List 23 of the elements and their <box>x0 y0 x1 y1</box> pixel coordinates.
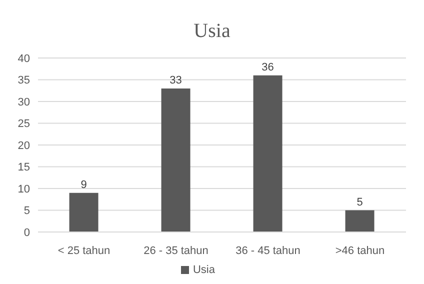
y-tick-label: 5 <box>24 205 30 218</box>
y-tick-label: 40 <box>18 52 30 65</box>
y-tick-label: 35 <box>18 74 30 87</box>
y-tick-label: 15 <box>18 162 30 174</box>
x-tick-label: 26 - 35 tahun <box>144 244 208 257</box>
data-label: 33 <box>170 74 182 86</box>
data-label: 36 <box>262 61 274 74</box>
x-tick-label: 36 - 45 tahun <box>236 244 300 257</box>
bar <box>161 88 190 232</box>
y-tick-label: 30 <box>18 96 30 108</box>
legend-label: Usia <box>192 264 215 276</box>
chart-title: Usia <box>192 20 232 43</box>
bar <box>345 210 374 232</box>
x-tick-label: >46 tahun <box>335 244 385 257</box>
y-tick-label: 10 <box>18 183 30 196</box>
y-tick-label: 25 <box>18 118 30 130</box>
y-tick-label: 0 <box>24 226 30 239</box>
data-label: 5 <box>356 196 363 208</box>
bar <box>253 75 282 232</box>
data-label: 9 <box>80 178 87 191</box>
bar <box>69 192 98 232</box>
y-tick-label: 20 <box>18 140 30 152</box>
x-tick-label: < 25 tahun <box>58 244 110 257</box>
